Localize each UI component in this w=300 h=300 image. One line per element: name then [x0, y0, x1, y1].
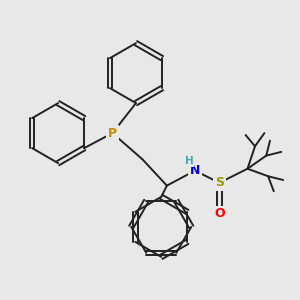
Text: P: P: [108, 127, 117, 140]
Text: N: N: [190, 164, 200, 177]
Text: S: S: [215, 176, 224, 189]
Text: O: O: [214, 207, 225, 220]
Text: H: H: [185, 156, 194, 166]
